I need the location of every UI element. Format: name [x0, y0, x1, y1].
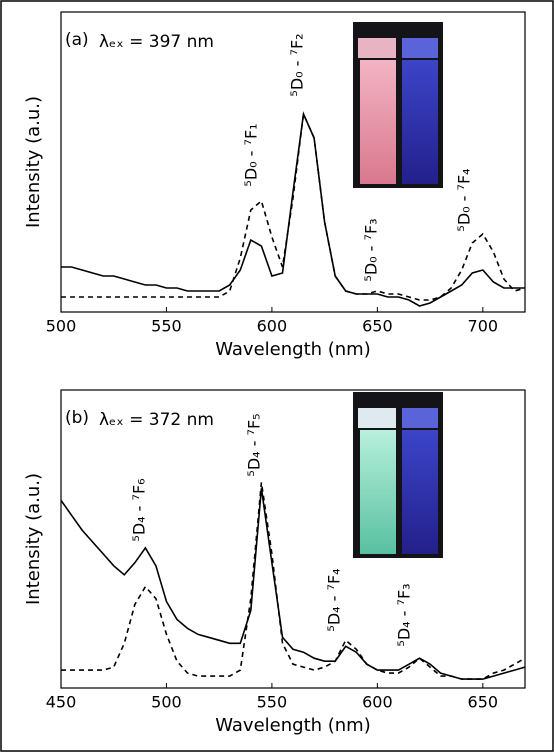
spectrum-line: [61, 111, 526, 301]
transition-label: ⁵D₄ - ⁷F₄: [325, 568, 344, 631]
transition-label: ⁵D₄ - ⁷F₅: [245, 413, 264, 476]
transition-label: ⁵D₄ - ⁷F₆: [130, 478, 149, 541]
plot-frame: [60, 11, 526, 313]
photo-b: [353, 392, 443, 558]
plot-frame: [60, 389, 526, 689]
x-tick-label: 500: [46, 317, 77, 336]
x-tick-label: 550: [257, 693, 288, 712]
y-axis-label: Intensity (a.u.): [23, 473, 44, 605]
x-tick-label: 600: [257, 317, 288, 336]
transition-label: ⁵D₀ - ⁷F₄: [455, 168, 474, 231]
x-tick-label: 450: [46, 693, 77, 712]
x-tick-label: 650: [362, 317, 393, 336]
x-tick-label: 600: [362, 693, 393, 712]
x-tick-label: 550: [151, 317, 182, 336]
spectrum-line: [60, 488, 526, 680]
spectrum-line: [61, 482, 526, 680]
excitation-label: λₑₓ = 397 nm: [99, 32, 214, 52]
x-tick-label: 700: [468, 317, 499, 336]
photo-a: [353, 22, 443, 188]
x-tick-label: 650: [468, 693, 499, 712]
spectrum-line: [61, 111, 525, 307]
transition-label: ⁵D₀ - ⁷F₃: [362, 218, 381, 281]
panel-label: (a): [65, 30, 89, 50]
x-axis-label: Wavelength (nm): [215, 339, 371, 360]
x-axis-label: Wavelength (nm): [215, 715, 371, 736]
y-axis-label: Intensity (a.u.): [23, 96, 44, 228]
x-tick-label: 500: [151, 693, 182, 712]
excitation-label: λₑₓ = 372 nm: [99, 410, 214, 430]
transition-label: ⁵D₀ - ⁷F₁: [242, 123, 261, 186]
transition-label: ⁵D₄ - ⁷F₃: [395, 583, 414, 646]
panel-label: (b): [65, 408, 89, 428]
transition-label: ⁵D₀ - ⁷F₂: [288, 33, 307, 96]
